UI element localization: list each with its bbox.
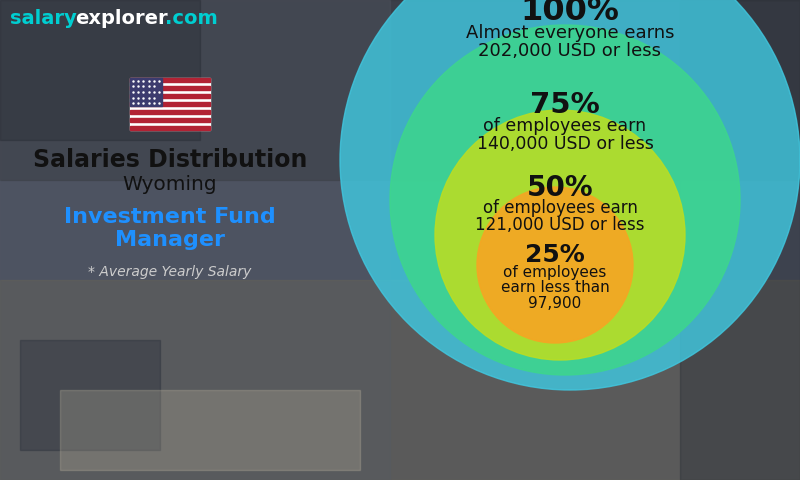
Text: Wyoming: Wyoming (122, 176, 218, 194)
Bar (130, 86, 210, 90)
Bar (0, 0, 390, 480)
Bar (130, 118, 210, 122)
Text: 100%: 100% (521, 0, 619, 27)
Bar (130, 102, 210, 106)
Bar (130, 78, 162, 106)
Text: 75%: 75% (530, 91, 600, 119)
Bar (680, 0, 800, 480)
Text: of employees earn: of employees earn (482, 199, 638, 217)
Text: 140,000 USD or less: 140,000 USD or less (477, 135, 654, 153)
Text: Manager: Manager (115, 230, 225, 250)
Text: 121,000 USD or less: 121,000 USD or less (475, 216, 645, 234)
Text: Salaries Distribution: Salaries Distribution (33, 148, 307, 172)
Bar (20, 340, 160, 450)
Bar (130, 78, 210, 82)
Text: 97,900: 97,900 (528, 296, 582, 311)
Circle shape (340, 0, 800, 390)
Bar (130, 126, 210, 130)
Circle shape (477, 187, 633, 343)
Circle shape (435, 110, 685, 360)
Text: of employees: of employees (503, 265, 606, 280)
Bar (0, 0, 200, 140)
Bar (0, 0, 800, 180)
Bar (60, 390, 360, 470)
Text: 50%: 50% (526, 174, 594, 202)
Text: explorer: explorer (75, 9, 168, 27)
Bar (0, 280, 800, 480)
Text: earn less than: earn less than (501, 280, 610, 296)
Bar (130, 78, 210, 130)
Text: .com: .com (165, 9, 218, 27)
Circle shape (390, 25, 740, 375)
Text: Investment Fund: Investment Fund (64, 207, 276, 227)
Text: * Average Yearly Salary: * Average Yearly Salary (88, 265, 252, 279)
Text: salary: salary (10, 9, 77, 27)
Text: of employees earn: of employees earn (483, 117, 646, 135)
Text: Almost everyone earns: Almost everyone earns (466, 24, 674, 42)
Bar (130, 110, 210, 114)
Bar (130, 94, 210, 98)
Text: 25%: 25% (525, 243, 585, 267)
Text: 202,000 USD or less: 202,000 USD or less (478, 42, 662, 60)
